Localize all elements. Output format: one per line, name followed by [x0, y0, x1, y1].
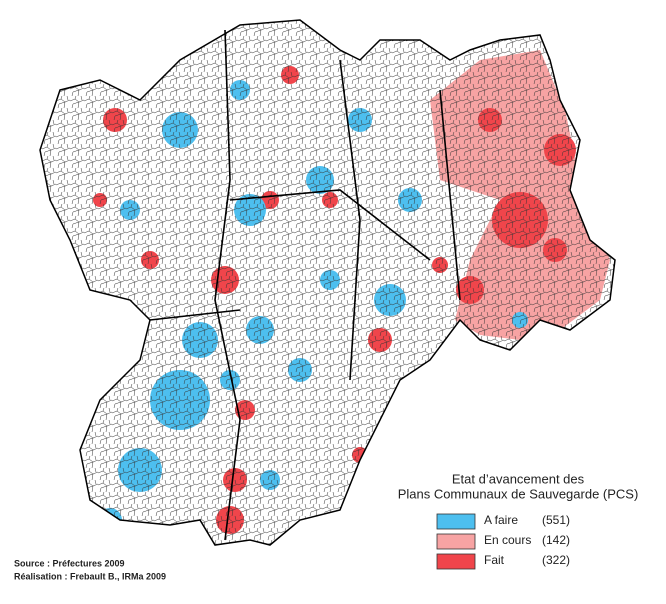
legend-label: A faire [484, 513, 518, 527]
legend-swatch [436, 553, 476, 570]
legend-count: (142) [542, 533, 570, 547]
source: Source : Préfectures 2009 [14, 558, 125, 568]
legend-swatch [436, 533, 476, 550]
credit: Réalisation : Frebault B., IRMa 2009 [14, 571, 166, 581]
legend-label: En cours [484, 533, 531, 547]
legend-count: (322) [542, 553, 570, 567]
legend-swatch [436, 513, 476, 530]
region-outline [39, 19, 616, 546]
legend-count: (551) [542, 513, 570, 527]
legend: Etat d’avancement des Plans Communaux de… [398, 471, 639, 501]
department-borders [149, 29, 461, 541]
legend-title: Plans Communaux de Sauvegarde (PCS) [398, 486, 639, 501]
legend-label: Fait [484, 553, 505, 567]
legend-title: Etat d’avancement des [452, 471, 585, 486]
